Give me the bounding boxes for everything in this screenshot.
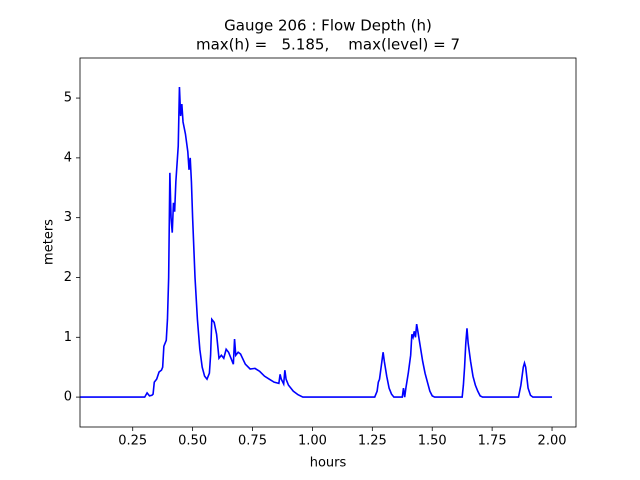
chart-subtitle: max(h) = 5.185, max(level) = 7 [196,36,460,54]
x-tick-label: 1.75 [478,434,507,449]
plot-frame [79,57,577,428]
y-tick-label: 0 [64,390,72,405]
y-tick-label: 4 [64,150,72,165]
x-tick-label: 1.00 [298,434,327,449]
y-tick-label: 1 [64,330,72,345]
y-axis-label: meters [42,219,57,265]
x-tick-label: 1.50 [418,434,447,449]
x-tick-label: 0.25 [118,434,147,449]
x-tick-label: 2.00 [538,434,567,449]
x-tick-label: 1.25 [358,434,387,449]
data-line [80,86,553,398]
x-tick-label: 0.50 [178,434,207,449]
y-tick-label: 3 [64,210,72,225]
x-axis-label: hours [310,456,347,471]
y-tick-label: 5 [64,91,72,106]
chart-title: Gauge 206 : Flow Depth (h) [224,17,432,35]
x-tick-label: 0.75 [238,434,267,449]
y-tick-label: 2 [64,270,72,285]
